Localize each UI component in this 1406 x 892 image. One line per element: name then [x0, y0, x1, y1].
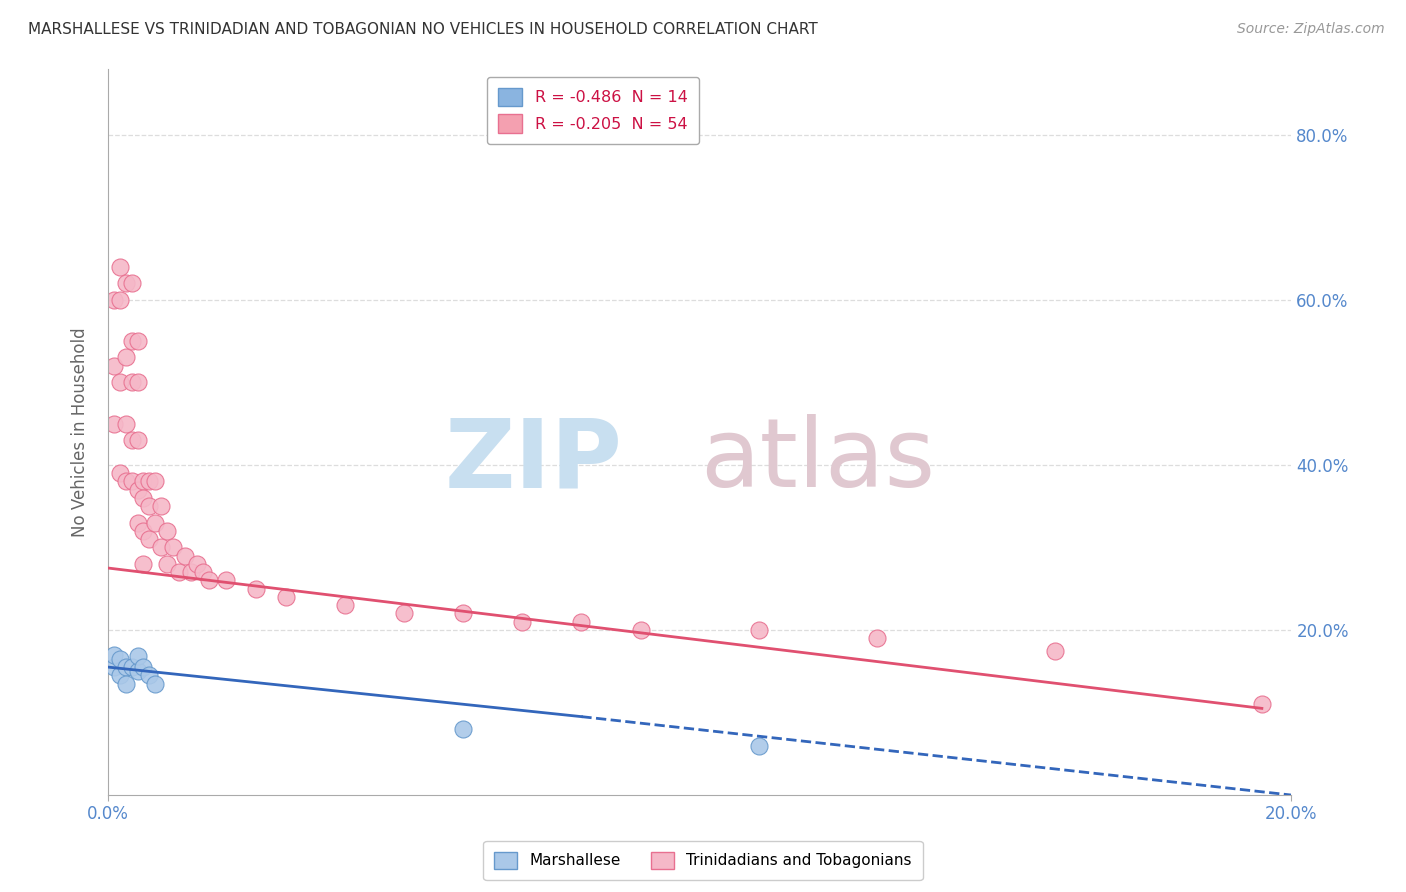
Text: atlas: atlas: [700, 415, 935, 508]
Point: [138, 475, 160, 489]
Point: [127, 334, 149, 348]
Point: [121, 376, 143, 390]
Point: [451, 722, 474, 736]
Point: [114, 475, 136, 489]
Point: [103, 660, 125, 674]
Point: [162, 541, 184, 555]
Point: [174, 549, 197, 563]
Y-axis label: No Vehicles in Household: No Vehicles in Household: [72, 327, 89, 537]
Point: [866, 631, 889, 645]
Point: [274, 590, 297, 604]
Point: [748, 739, 770, 753]
Point: [245, 582, 267, 596]
Point: [138, 668, 160, 682]
Point: [103, 293, 125, 307]
Point: [132, 524, 155, 538]
Point: [143, 676, 166, 690]
Text: ZIP: ZIP: [444, 415, 623, 508]
Point: [143, 475, 166, 489]
Point: [191, 565, 214, 579]
Point: [510, 615, 533, 629]
Point: [138, 532, 160, 546]
Point: [630, 623, 652, 637]
Point: [748, 623, 770, 637]
Point: [108, 293, 131, 307]
Point: [114, 351, 136, 365]
Point: [150, 541, 173, 555]
Point: [138, 499, 160, 513]
Point: [132, 660, 155, 674]
Point: [127, 483, 149, 497]
Point: [121, 334, 143, 348]
Point: [121, 433, 143, 447]
Point: [114, 676, 136, 690]
Point: [121, 660, 143, 674]
Point: [103, 359, 125, 373]
Legend: R = -0.486  N = 14, R = -0.205  N = 54: R = -0.486 N = 14, R = -0.205 N = 54: [488, 77, 699, 144]
Point: [180, 565, 202, 579]
Point: [121, 475, 143, 489]
Point: [156, 557, 179, 571]
Point: [108, 652, 131, 666]
Point: [103, 417, 125, 431]
Point: [333, 598, 356, 612]
Legend: Marshallese, Trinidadians and Tobagonians: Marshallese, Trinidadians and Tobagonian…: [484, 841, 922, 880]
Point: [143, 516, 166, 530]
Text: Source: ZipAtlas.com: Source: ZipAtlas.com: [1237, 22, 1385, 37]
Point: [127, 376, 149, 390]
Point: [121, 276, 143, 290]
Point: [392, 607, 415, 621]
Point: [108, 466, 131, 480]
Point: [114, 276, 136, 290]
Point: [132, 475, 155, 489]
Point: [1043, 643, 1066, 657]
Point: [103, 648, 125, 662]
Point: [108, 668, 131, 682]
Point: [167, 565, 190, 579]
Text: MARSHALLESE VS TRINIDADIAN AND TOBAGONIAN NO VEHICLES IN HOUSEHOLD CORRELATION C: MARSHALLESE VS TRINIDADIAN AND TOBAGONIA…: [28, 22, 818, 37]
Point: [127, 433, 149, 447]
Point: [156, 524, 179, 538]
Point: [127, 516, 149, 530]
Point: [114, 660, 136, 674]
Point: [108, 260, 131, 274]
Point: [127, 649, 149, 664]
Point: [451, 607, 474, 621]
Point: [114, 417, 136, 431]
Point: [569, 615, 592, 629]
Point: [127, 664, 149, 678]
Point: [108, 376, 131, 390]
Point: [215, 574, 238, 588]
Point: [132, 557, 155, 571]
Point: [150, 499, 173, 513]
Point: [197, 574, 219, 588]
Point: [132, 491, 155, 505]
Point: [186, 557, 208, 571]
Point: [1250, 698, 1272, 712]
